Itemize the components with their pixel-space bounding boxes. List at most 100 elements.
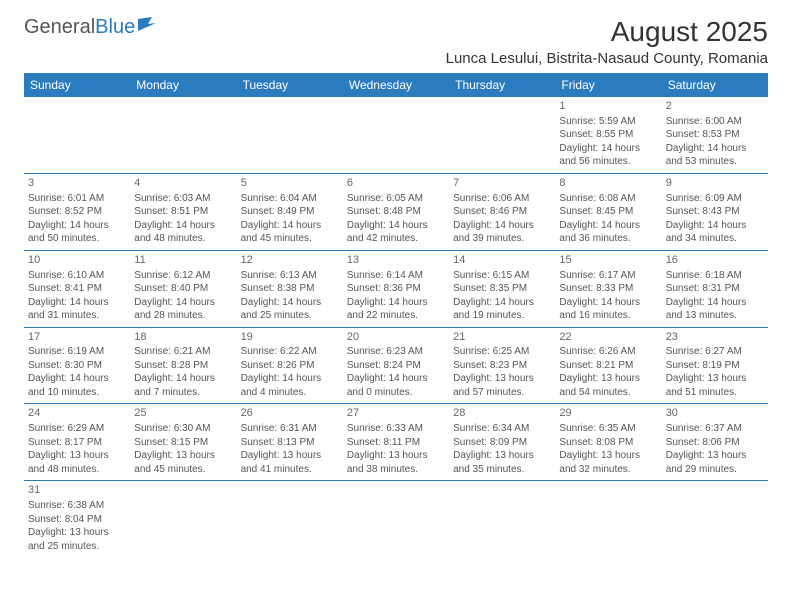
day-number: 31 <box>28 483 126 498</box>
day-number: 15 <box>559 253 657 268</box>
day-number: 30 <box>666 406 764 421</box>
sunset-text: Sunset: 8:46 PM <box>453 205 551 219</box>
day-header-row: SundayMondayTuesdayWednesdayThursdayFrid… <box>24 73 768 97</box>
daylight-text: Daylight: 14 hours and 0 minutes. <box>347 372 445 399</box>
calendar-empty <box>130 97 236 173</box>
logo-text-1: General <box>24 16 95 39</box>
sunset-text: Sunset: 8:48 PM <box>347 205 445 219</box>
daylight-text: Daylight: 13 hours and 35 minutes. <box>453 449 551 476</box>
day-number: 26 <box>241 406 339 421</box>
sunrise-text: Sunrise: 6:08 AM <box>559 192 657 206</box>
day-number: 8 <box>559 176 657 191</box>
calendar-day: 10Sunrise: 6:10 AMSunset: 8:41 PMDayligh… <box>24 250 130 327</box>
calendar-day: 7Sunrise: 6:06 AMSunset: 8:46 PMDaylight… <box>449 173 555 250</box>
sunset-text: Sunset: 8:19 PM <box>666 359 764 373</box>
sunrise-text: Sunrise: 6:27 AM <box>666 345 764 359</box>
calendar-empty <box>130 481 236 557</box>
sunset-text: Sunset: 8:28 PM <box>134 359 232 373</box>
sunrise-text: Sunrise: 6:12 AM <box>134 269 232 283</box>
day-number: 19 <box>241 330 339 345</box>
calendar-empty <box>449 481 555 557</box>
sunrise-text: Sunrise: 6:33 AM <box>347 422 445 436</box>
daylight-text: Daylight: 14 hours and 22 minutes. <box>347 296 445 323</box>
sunrise-text: Sunrise: 6:30 AM <box>134 422 232 436</box>
sunset-text: Sunset: 8:04 PM <box>28 513 126 527</box>
calendar-week: 31Sunrise: 6:38 AMSunset: 8:04 PMDayligh… <box>24 481 768 557</box>
day-number: 24 <box>28 406 126 421</box>
calendar-day: 30Sunrise: 6:37 AMSunset: 8:06 PMDayligh… <box>662 404 768 481</box>
day-number: 20 <box>347 330 445 345</box>
calendar-day: 1Sunrise: 5:59 AMSunset: 8:55 PMDaylight… <box>555 97 661 173</box>
sunrise-text: Sunrise: 6:03 AM <box>134 192 232 206</box>
daylight-text: Daylight: 14 hours and 31 minutes. <box>28 296 126 323</box>
sunset-text: Sunset: 8:49 PM <box>241 205 339 219</box>
calendar-empty <box>555 481 661 557</box>
sunset-text: Sunset: 8:26 PM <box>241 359 339 373</box>
day-header: Friday <box>555 73 661 97</box>
sunrise-text: Sunrise: 6:35 AM <box>559 422 657 436</box>
sunset-text: Sunset: 8:33 PM <box>559 282 657 296</box>
calendar-empty <box>237 481 343 557</box>
calendar-empty <box>237 97 343 173</box>
daylight-text: Daylight: 14 hours and 28 minutes. <box>134 296 232 323</box>
sunrise-text: Sunrise: 6:23 AM <box>347 345 445 359</box>
sunrise-text: Sunrise: 6:05 AM <box>347 192 445 206</box>
daylight-text: Daylight: 14 hours and 34 minutes. <box>666 219 764 246</box>
daylight-text: Daylight: 13 hours and 54 minutes. <box>559 372 657 399</box>
daylight-text: Daylight: 14 hours and 42 minutes. <box>347 219 445 246</box>
calendar-empty <box>343 481 449 557</box>
daylight-text: Daylight: 14 hours and 19 minutes. <box>453 296 551 323</box>
sunset-text: Sunset: 8:15 PM <box>134 436 232 450</box>
sunrise-text: Sunrise: 6:06 AM <box>453 192 551 206</box>
daylight-text: Daylight: 13 hours and 25 minutes. <box>28 526 126 553</box>
day-number: 23 <box>666 330 764 345</box>
sunrise-text: Sunrise: 6:26 AM <box>559 345 657 359</box>
sunset-text: Sunset: 8:30 PM <box>28 359 126 373</box>
calendar-table: SundayMondayTuesdayWednesdayThursdayFrid… <box>24 73 768 557</box>
sunrise-text: Sunrise: 6:19 AM <box>28 345 126 359</box>
day-number: 17 <box>28 330 126 345</box>
calendar-day: 12Sunrise: 6:13 AMSunset: 8:38 PMDayligh… <box>237 250 343 327</box>
calendar-day: 2Sunrise: 6:00 AMSunset: 8:53 PMDaylight… <box>662 97 768 173</box>
day-number: 25 <box>134 406 232 421</box>
day-header: Tuesday <box>237 73 343 97</box>
sunrise-text: Sunrise: 6:14 AM <box>347 269 445 283</box>
day-header: Saturday <box>662 73 768 97</box>
calendar-day: 25Sunrise: 6:30 AMSunset: 8:15 PMDayligh… <box>130 404 236 481</box>
calendar-empty <box>343 97 449 173</box>
daylight-text: Daylight: 13 hours and 45 minutes. <box>134 449 232 476</box>
sunrise-text: Sunrise: 5:59 AM <box>559 115 657 129</box>
daylight-text: Daylight: 14 hours and 56 minutes. <box>559 142 657 169</box>
daylight-text: Daylight: 13 hours and 38 minutes. <box>347 449 445 476</box>
sunrise-text: Sunrise: 6:18 AM <box>666 269 764 283</box>
daylight-text: Daylight: 14 hours and 25 minutes. <box>241 296 339 323</box>
daylight-text: Daylight: 14 hours and 16 minutes. <box>559 296 657 323</box>
day-number: 1 <box>559 99 657 114</box>
calendar-empty <box>449 97 555 173</box>
day-number: 13 <box>347 253 445 268</box>
sunset-text: Sunset: 8:08 PM <box>559 436 657 450</box>
calendar-empty <box>662 481 768 557</box>
calendar-day: 6Sunrise: 6:05 AMSunset: 8:48 PMDaylight… <box>343 173 449 250</box>
calendar-day: 17Sunrise: 6:19 AMSunset: 8:30 PMDayligh… <box>24 327 130 404</box>
calendar-day: 29Sunrise: 6:35 AMSunset: 8:08 PMDayligh… <box>555 404 661 481</box>
sunset-text: Sunset: 8:06 PM <box>666 436 764 450</box>
sunset-text: Sunset: 8:43 PM <box>666 205 764 219</box>
calendar-day: 20Sunrise: 6:23 AMSunset: 8:24 PMDayligh… <box>343 327 449 404</box>
sunset-text: Sunset: 8:13 PM <box>241 436 339 450</box>
day-header: Monday <box>130 73 236 97</box>
sunrise-text: Sunrise: 6:34 AM <box>453 422 551 436</box>
day-number: 4 <box>134 176 232 191</box>
sunset-text: Sunset: 8:24 PM <box>347 359 445 373</box>
calendar-day: 22Sunrise: 6:26 AMSunset: 8:21 PMDayligh… <box>555 327 661 404</box>
day-header: Wednesday <box>343 73 449 97</box>
calendar-body: 1Sunrise: 5:59 AMSunset: 8:55 PMDaylight… <box>24 97 768 557</box>
daylight-text: Daylight: 13 hours and 51 minutes. <box>666 372 764 399</box>
daylight-text: Daylight: 14 hours and 10 minutes. <box>28 372 126 399</box>
calendar-week: 1Sunrise: 5:59 AMSunset: 8:55 PMDaylight… <box>24 97 768 173</box>
daylight-text: Daylight: 14 hours and 4 minutes. <box>241 372 339 399</box>
daylight-text: Daylight: 13 hours and 32 minutes. <box>559 449 657 476</box>
calendar-week: 3Sunrise: 6:01 AMSunset: 8:52 PMDaylight… <box>24 173 768 250</box>
location: Lunca Lesului, Bistrita-Nasaud County, R… <box>446 50 768 67</box>
daylight-text: Daylight: 14 hours and 7 minutes. <box>134 372 232 399</box>
